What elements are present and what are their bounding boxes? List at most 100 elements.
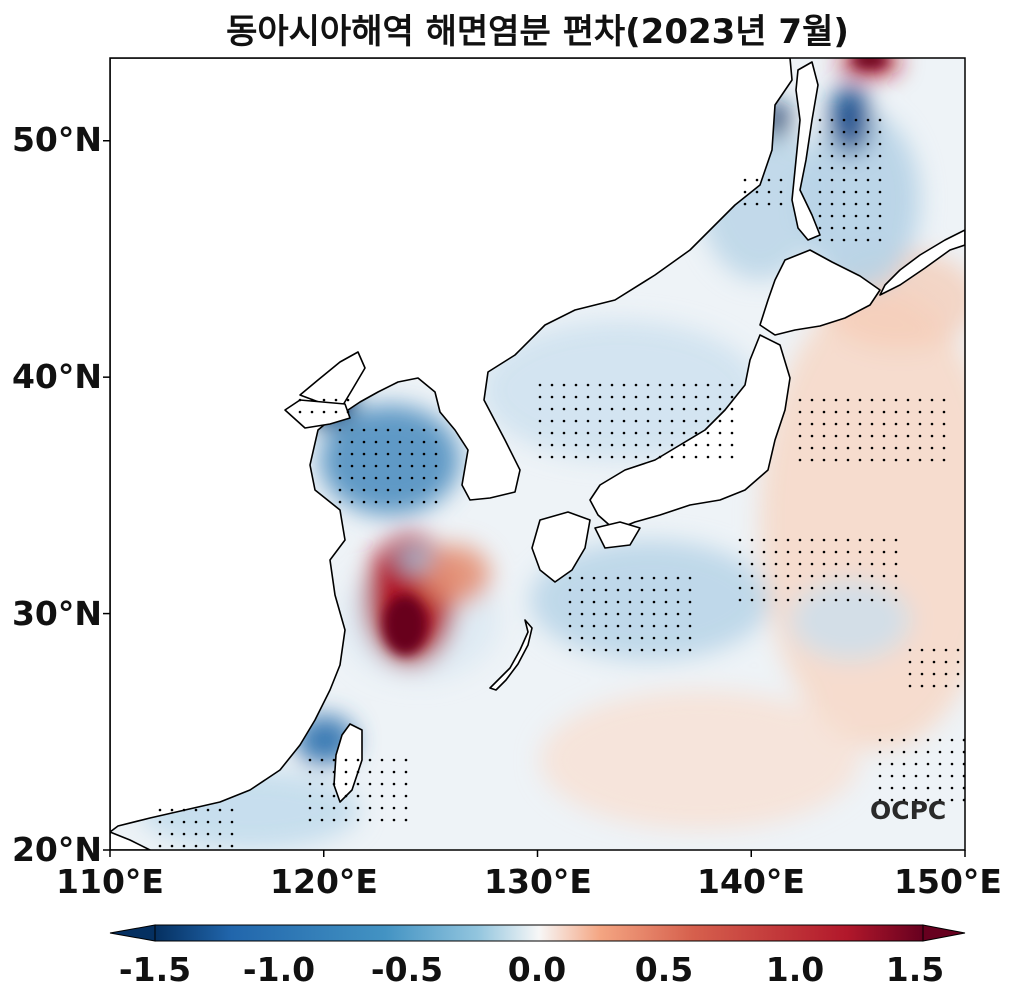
significance-dot xyxy=(562,419,566,423)
significance-dot xyxy=(562,395,566,399)
significance-dot xyxy=(798,398,802,402)
significance-dot xyxy=(870,422,874,426)
significance-dot xyxy=(842,202,846,206)
significance-dot xyxy=(810,422,814,426)
significance-dot xyxy=(538,407,542,411)
significance-dot xyxy=(694,419,698,423)
significance-dot xyxy=(670,407,674,411)
significance-dot xyxy=(434,500,438,504)
significance-dot xyxy=(350,488,354,492)
significance-dot xyxy=(738,538,742,542)
significance-dot xyxy=(914,774,918,778)
significance-dot xyxy=(755,190,759,194)
significance-dot xyxy=(634,407,638,411)
significance-dot xyxy=(818,226,822,230)
significance-dot xyxy=(158,808,162,812)
significance-dot xyxy=(664,636,668,640)
significance-dot xyxy=(170,808,174,812)
significance-dot xyxy=(738,586,742,590)
significance-dot xyxy=(386,440,390,444)
significance-dot xyxy=(930,398,934,402)
significance-dot xyxy=(846,574,850,578)
colorbar-label-neg1.5: -1.5 xyxy=(118,950,192,989)
significance-dot xyxy=(930,458,934,462)
significance-dot xyxy=(422,476,426,480)
significance-dot xyxy=(902,738,906,742)
colorbar-label-neg0.5: -0.5 xyxy=(370,950,444,989)
significance-dot xyxy=(842,238,846,242)
significance-dot xyxy=(682,419,686,423)
significance-dot xyxy=(634,431,638,435)
significance-dot xyxy=(604,624,608,628)
significance-dot xyxy=(834,598,838,602)
hokkaido-island xyxy=(759,249,881,336)
significance-dot xyxy=(890,738,894,742)
significance-dot xyxy=(356,770,360,774)
significance-dot xyxy=(338,440,342,444)
significance-dot xyxy=(786,586,790,590)
significance-dot xyxy=(592,648,596,652)
significance-dot xyxy=(830,238,834,242)
significance-dot xyxy=(706,395,710,399)
colorbar-label-neg1.0: -1.0 xyxy=(242,950,316,989)
significance-dot xyxy=(718,431,722,435)
significance-dot xyxy=(374,440,378,444)
significance-dot xyxy=(918,398,922,402)
significance-dot xyxy=(902,750,906,754)
significance-dot xyxy=(604,636,608,640)
kyushu-island xyxy=(531,511,591,583)
significance-dot xyxy=(346,398,350,402)
significance-dot xyxy=(854,118,858,122)
significance-dot xyxy=(894,434,898,438)
significance-dot xyxy=(350,452,354,456)
significance-dot xyxy=(767,202,771,206)
significance-dot xyxy=(386,488,390,492)
significance-dot xyxy=(356,818,360,822)
significance-dot xyxy=(870,458,874,462)
significance-dot xyxy=(882,574,886,578)
significance-dot xyxy=(592,624,596,628)
significance-dot xyxy=(170,820,174,824)
significance-dot xyxy=(338,500,342,504)
significance-dot xyxy=(610,455,614,459)
significance-dot xyxy=(332,770,336,774)
significance-dot xyxy=(834,458,838,462)
significance-dot xyxy=(392,758,396,762)
significance-dot xyxy=(858,434,862,438)
significance-dot xyxy=(730,419,734,423)
significance-dot xyxy=(344,770,348,774)
significance-dot xyxy=(846,398,850,402)
significance-dot xyxy=(670,443,674,447)
significance-dot xyxy=(854,214,858,218)
significance-dot xyxy=(206,832,210,836)
significance-dot xyxy=(344,794,348,798)
significance-dot xyxy=(866,214,870,218)
significance-dot xyxy=(538,383,542,387)
significance-dot xyxy=(610,431,614,435)
significance-dot xyxy=(858,410,862,414)
significance-dot xyxy=(670,431,674,435)
anomaly-field xyxy=(140,58,965,850)
significance-dot xyxy=(658,383,662,387)
significance-dot xyxy=(392,770,396,774)
significance-dot xyxy=(810,574,814,578)
significance-dot xyxy=(938,738,942,742)
significance-dot xyxy=(616,588,620,592)
significance-dot xyxy=(842,166,846,170)
significance-dot xyxy=(786,562,790,566)
significance-dot xyxy=(538,395,542,399)
significance-dot xyxy=(918,410,922,414)
significance-dot xyxy=(338,476,342,480)
significance-dot xyxy=(568,612,572,616)
significance-dot xyxy=(738,598,742,602)
significance-dot xyxy=(410,488,414,492)
significance-dot xyxy=(942,398,946,402)
significance-dot xyxy=(858,574,862,578)
significance-dot xyxy=(842,118,846,122)
significance-dot xyxy=(652,612,656,616)
significance-dot xyxy=(830,214,834,218)
significance-dot xyxy=(822,434,826,438)
significance-dot xyxy=(422,440,426,444)
significance-dot xyxy=(956,672,960,676)
significance-dot xyxy=(640,588,644,592)
